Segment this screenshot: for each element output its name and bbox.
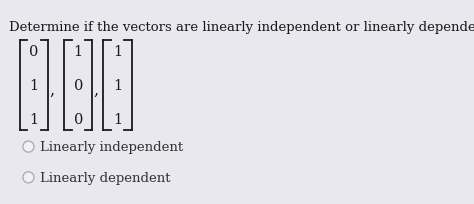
Text: 1: 1 bbox=[113, 45, 122, 59]
Text: Linearly dependent: Linearly dependent bbox=[40, 171, 171, 184]
Text: 1: 1 bbox=[113, 79, 122, 93]
Text: Determine if the vectors are linearly independent or linearly dependent.: Determine if the vectors are linearly in… bbox=[9, 20, 474, 33]
Text: ,: , bbox=[93, 81, 98, 98]
Text: 1: 1 bbox=[29, 79, 39, 93]
Text: 0: 0 bbox=[29, 45, 39, 59]
Text: 1: 1 bbox=[29, 112, 39, 126]
Text: 0: 0 bbox=[73, 112, 83, 126]
Text: Linearly independent: Linearly independent bbox=[40, 140, 183, 153]
Text: 1: 1 bbox=[113, 112, 122, 126]
Text: ,: , bbox=[49, 81, 54, 98]
Text: 1: 1 bbox=[73, 45, 83, 59]
Text: 0: 0 bbox=[73, 79, 83, 93]
